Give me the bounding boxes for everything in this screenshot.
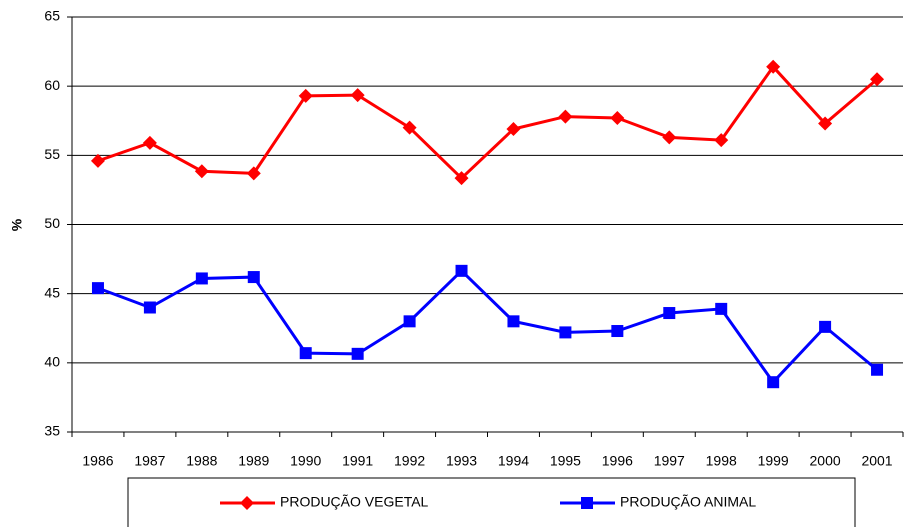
marker bbox=[506, 122, 521, 137]
marker bbox=[402, 120, 417, 135]
marker bbox=[581, 497, 593, 509]
marker bbox=[246, 166, 261, 181]
x-tick-label: 1990 bbox=[290, 453, 321, 469]
x-tick-label: 1986 bbox=[82, 453, 113, 469]
marker bbox=[714, 133, 729, 148]
line bbox=[97, 268, 878, 385]
marker bbox=[715, 302, 728, 315]
marker bbox=[350, 88, 365, 103]
legend-label: PRODUÇÃO VEGETAL bbox=[280, 494, 429, 510]
x-tick-label: 1989 bbox=[238, 453, 269, 469]
marker bbox=[766, 59, 781, 74]
x-tick-label: 1987 bbox=[134, 453, 165, 469]
marker bbox=[195, 272, 208, 285]
marker bbox=[870, 72, 885, 87]
marker bbox=[247, 271, 260, 284]
marker bbox=[819, 320, 832, 333]
marker bbox=[871, 363, 884, 376]
marker bbox=[194, 164, 209, 179]
marker bbox=[818, 116, 833, 131]
marker bbox=[299, 347, 312, 360]
marker bbox=[455, 264, 468, 277]
marker bbox=[767, 376, 780, 389]
legend-label: PRODUÇÃO ANIMAL bbox=[620, 494, 756, 510]
marker bbox=[558, 109, 573, 124]
y-tick-label: 35 bbox=[44, 423, 60, 439]
x-tick-label: 1997 bbox=[654, 453, 685, 469]
x-tick-label: 1998 bbox=[706, 453, 737, 469]
line bbox=[97, 64, 879, 181]
x-tick-label: 2001 bbox=[861, 453, 892, 469]
marker bbox=[663, 307, 676, 320]
y-tick-label: 45 bbox=[44, 284, 60, 300]
marker bbox=[298, 88, 313, 103]
y-tick-label: 40 bbox=[44, 354, 60, 370]
marker bbox=[240, 496, 254, 510]
marker bbox=[662, 130, 677, 145]
x-tick-label: 1996 bbox=[602, 453, 633, 469]
y-axis-label: % bbox=[9, 218, 25, 231]
marker bbox=[142, 135, 157, 150]
y-tick-label: 65 bbox=[44, 8, 60, 24]
marker bbox=[610, 110, 625, 125]
x-tick-label: 1994 bbox=[498, 453, 529, 469]
marker bbox=[611, 325, 624, 338]
x-tick-label: 1988 bbox=[186, 453, 217, 469]
marker bbox=[559, 326, 572, 339]
marker bbox=[454, 171, 469, 186]
y-tick-label: 55 bbox=[44, 146, 60, 162]
x-tick-label: 1992 bbox=[394, 453, 425, 469]
x-tick-label: 1993 bbox=[446, 453, 477, 469]
x-tick-label: 1991 bbox=[342, 453, 373, 469]
x-tick-label: 1999 bbox=[758, 453, 789, 469]
marker bbox=[507, 315, 520, 328]
x-tick-label: 2000 bbox=[810, 453, 841, 469]
y-tick-label: 50 bbox=[44, 215, 60, 231]
marker bbox=[143, 301, 156, 314]
marker bbox=[403, 315, 416, 328]
y-tick-label: 60 bbox=[44, 77, 60, 93]
marker bbox=[91, 282, 104, 295]
marker bbox=[351, 347, 364, 360]
x-tick-label: 1995 bbox=[550, 453, 581, 469]
marker bbox=[90, 153, 105, 168]
